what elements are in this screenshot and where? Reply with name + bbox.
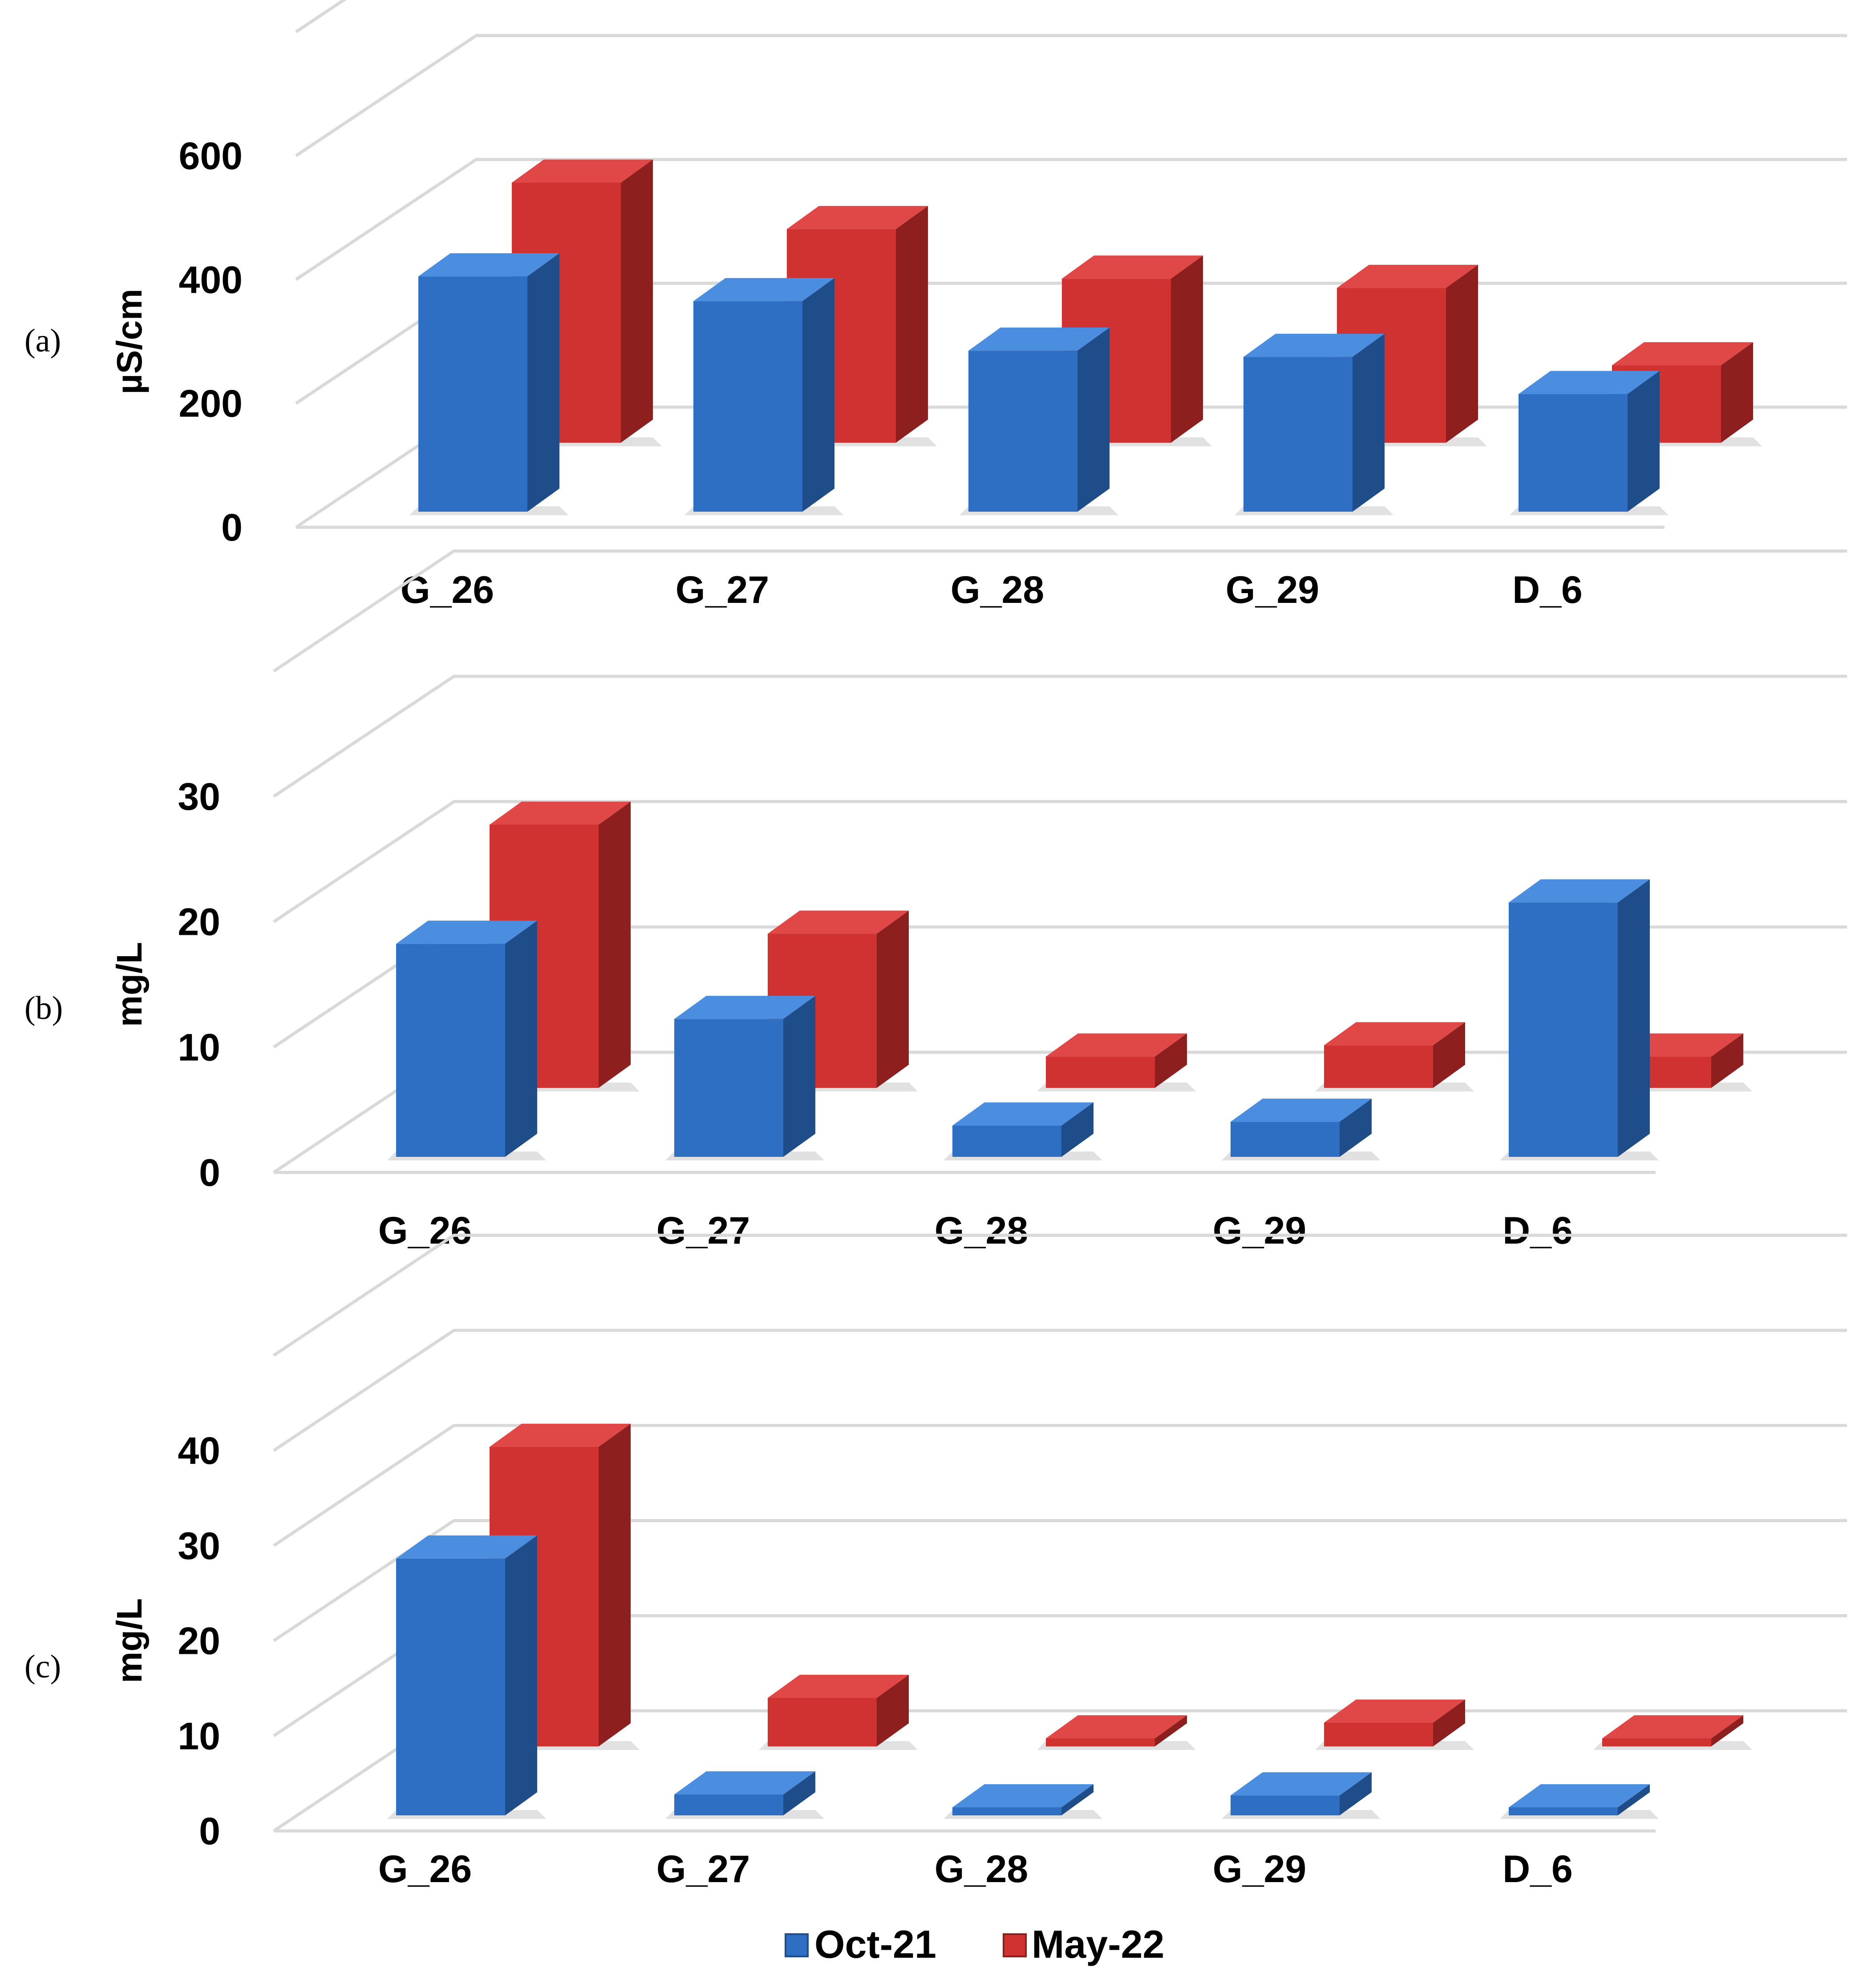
y-tick-label: 0 xyxy=(199,1152,220,1194)
x-category-label: G_29 xyxy=(1226,569,1319,611)
gridline xyxy=(295,34,1847,157)
x-category-label: G_28 xyxy=(935,1209,1028,1252)
bar-oct-21-g_26 xyxy=(409,253,568,515)
x-category-label: G_26 xyxy=(378,1209,472,1252)
y-tick-label: 600 xyxy=(179,135,243,178)
bar-oct-21-g_26 xyxy=(387,921,546,1160)
bar-oct-21-g_26 xyxy=(387,1535,546,1819)
y-tick-label: 30 xyxy=(178,776,220,818)
bar-oct-21-d_6 xyxy=(1500,1784,1659,1819)
y-tick-label: 0 xyxy=(199,1810,220,1853)
panel-a-chart: 0 200 400 600 µS/cm (a) G_26 G_27 G_28 G_29 D_6 xyxy=(24,0,1847,611)
panel-c-chart: 0 10 20 30 40 mg/L (c) G_26 G_27 G_28 G_29 D_6 xyxy=(24,1233,1847,1891)
x-category-label: G_27 xyxy=(656,1209,750,1252)
legend-swatch-oct-21 xyxy=(785,1933,809,1957)
bar-oct-21-d_6 xyxy=(1510,371,1669,515)
x-category-label: D_6 xyxy=(1512,569,1583,611)
x-category-label: D_6 xyxy=(1503,1209,1573,1252)
gridline xyxy=(273,1519,1847,1642)
x-category-label: G_28 xyxy=(951,569,1044,611)
bar-oct-21-g_28 xyxy=(944,1102,1102,1160)
y-tick-label: 40 xyxy=(178,1430,220,1472)
bar-may-22-d_6 xyxy=(1593,1715,1752,1750)
gridline xyxy=(295,158,1847,281)
x-category-label: G_26 xyxy=(378,1848,472,1891)
x-category-label: G_29 xyxy=(1213,1848,1306,1891)
y-tick-label: 400 xyxy=(179,259,243,301)
bar-oct-21-g_28 xyxy=(960,327,1118,515)
y-axis-label: mg/L xyxy=(109,1598,149,1683)
bar-may-22-g_28 xyxy=(1037,1715,1196,1750)
bar-oct-21-g_29 xyxy=(1222,1772,1381,1819)
legend: Oct-21 May-22 xyxy=(785,1922,1164,1966)
bar-oct-21-d_6 xyxy=(1500,879,1659,1160)
panel-b-chart: 0 10 20 30 mg/L (b) G_26 G_27 G_28 G_29 D_6 xyxy=(24,549,1847,1252)
bar-oct-21-g_27 xyxy=(665,1771,824,1819)
bar-may-22-g_28 xyxy=(1053,255,1212,446)
y-tick-label: 0 xyxy=(221,506,243,549)
bar-oct-21-g_29 xyxy=(1235,334,1393,515)
x-category-label: D_6 xyxy=(1503,1848,1573,1891)
x-category-label: G_27 xyxy=(656,1848,750,1891)
panel-tag: (b) xyxy=(24,990,63,1026)
gridline xyxy=(273,675,1847,798)
bar-may-22-g_28 xyxy=(1037,1033,1196,1091)
bar-may-22-g_29 xyxy=(1315,1022,1474,1091)
gridline xyxy=(273,1329,1847,1452)
legend-swatch-may-22 xyxy=(1003,1933,1027,1957)
gridline xyxy=(295,0,347,33)
y-tick-label: 10 xyxy=(178,1026,220,1069)
bar-oct-21-g_28 xyxy=(944,1784,1102,1819)
gridline xyxy=(273,1233,1847,1357)
bar-oct-21-g_29 xyxy=(1222,1099,1381,1160)
panel-tag: (c) xyxy=(24,1649,61,1685)
x-category-label: G_28 xyxy=(935,1848,1028,1891)
legend-label-oct-21: Oct-21 xyxy=(814,1922,936,1966)
x-category-label: G_26 xyxy=(401,569,494,611)
gridline xyxy=(273,1424,1847,1547)
bar-may-22-g_29 xyxy=(1315,1699,1474,1750)
y-tick-label: 30 xyxy=(178,1525,220,1568)
bar-may-22-g_27 xyxy=(759,1674,918,1750)
bar-oct-21-g_27 xyxy=(684,278,843,515)
gridline xyxy=(273,549,1847,673)
gridline xyxy=(273,800,1847,923)
bar-oct-21-g_27 xyxy=(665,996,824,1160)
y-tick-label: 20 xyxy=(178,1620,220,1663)
x-category-label: G_29 xyxy=(1213,1209,1306,1252)
legend-label-may-22: May-22 xyxy=(1032,1922,1164,1966)
y-axis-label: µS/cm xyxy=(109,289,149,394)
y-tick-label: 20 xyxy=(178,901,220,944)
y-tick-label: 200 xyxy=(179,383,243,425)
panel-tag: (a) xyxy=(24,323,61,359)
y-axis-label: mg/L xyxy=(109,942,149,1027)
x-category-label: G_27 xyxy=(676,569,769,611)
y-tick-label: 10 xyxy=(178,1715,220,1758)
